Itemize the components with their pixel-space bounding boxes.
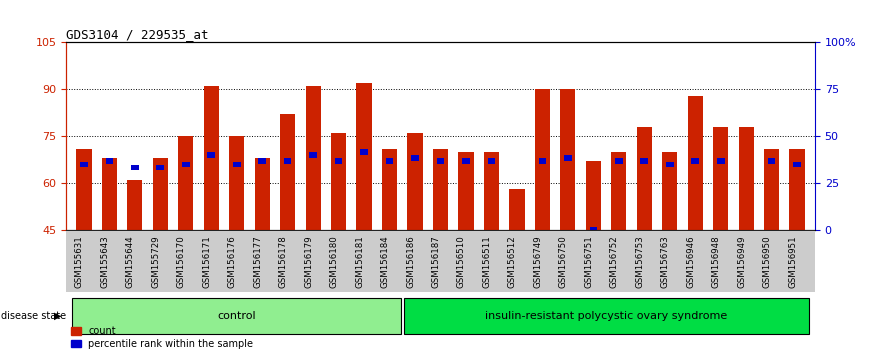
Text: GSM156186: GSM156186 xyxy=(406,235,415,288)
Bar xyxy=(207,152,215,158)
Bar xyxy=(611,152,626,230)
Bar xyxy=(509,189,524,230)
Bar xyxy=(458,152,474,230)
Bar xyxy=(615,159,623,164)
Bar xyxy=(72,298,401,334)
Bar xyxy=(663,152,677,230)
Bar xyxy=(204,86,218,230)
Text: GSM155729: GSM155729 xyxy=(152,235,160,288)
Text: GSM156950: GSM156950 xyxy=(763,235,772,288)
Text: control: control xyxy=(218,311,256,321)
Bar xyxy=(487,159,495,164)
Bar xyxy=(586,161,601,230)
Bar xyxy=(306,86,321,230)
Text: GSM156171: GSM156171 xyxy=(203,235,211,288)
Bar xyxy=(407,133,423,230)
Bar xyxy=(101,158,117,230)
Bar xyxy=(233,162,241,167)
Text: GSM156511: GSM156511 xyxy=(483,235,492,288)
Text: GSM156752: GSM156752 xyxy=(610,235,618,288)
Bar xyxy=(513,265,521,270)
Bar xyxy=(309,152,317,158)
Text: GSM156181: GSM156181 xyxy=(355,235,364,288)
Bar xyxy=(463,159,470,164)
Text: GSM156180: GSM156180 xyxy=(329,235,338,288)
Bar xyxy=(538,159,546,164)
Bar xyxy=(560,89,575,230)
Bar xyxy=(357,83,372,230)
Legend: count, percentile rank within the sample: count, percentile rank within the sample xyxy=(71,326,254,349)
Bar xyxy=(131,165,138,170)
Bar xyxy=(331,133,346,230)
Bar xyxy=(793,162,801,167)
Text: GSM156510: GSM156510 xyxy=(457,235,466,288)
Text: GSM156749: GSM156749 xyxy=(533,235,543,288)
Text: GSM155643: GSM155643 xyxy=(100,235,109,288)
Bar xyxy=(589,227,597,233)
Bar xyxy=(564,155,572,161)
Text: GSM156184: GSM156184 xyxy=(381,235,389,288)
Text: disease state: disease state xyxy=(1,311,66,321)
Text: GSM156763: GSM156763 xyxy=(661,235,670,288)
Text: GSM156512: GSM156512 xyxy=(508,235,517,288)
Text: GSM156170: GSM156170 xyxy=(177,235,186,288)
Text: ▶: ▶ xyxy=(54,311,62,321)
Bar xyxy=(178,136,194,230)
Bar xyxy=(484,152,499,230)
Bar xyxy=(738,127,754,230)
Text: GSM155644: GSM155644 xyxy=(126,235,135,288)
Bar xyxy=(535,89,550,230)
Bar xyxy=(360,149,368,155)
Bar xyxy=(386,159,394,164)
Bar xyxy=(764,149,780,230)
Bar xyxy=(284,159,292,164)
Bar xyxy=(382,149,397,230)
Text: insulin-resistant polycystic ovary syndrome: insulin-resistant polycystic ovary syndr… xyxy=(485,311,727,321)
Text: GSM156951: GSM156951 xyxy=(788,235,797,288)
Bar xyxy=(157,165,164,170)
Text: GSM156176: GSM156176 xyxy=(227,235,237,288)
Bar xyxy=(411,155,418,161)
Text: GSM156753: GSM156753 xyxy=(635,235,644,288)
Bar xyxy=(403,298,809,334)
Text: GSM156948: GSM156948 xyxy=(712,235,721,288)
Text: GSM156946: GSM156946 xyxy=(686,235,695,288)
Text: GDS3104 / 229535_at: GDS3104 / 229535_at xyxy=(66,28,209,41)
Bar xyxy=(255,158,270,230)
Bar xyxy=(182,162,189,167)
Bar xyxy=(717,159,724,164)
Text: GSM155631: GSM155631 xyxy=(75,235,84,288)
Bar xyxy=(713,127,729,230)
Bar xyxy=(106,159,113,164)
Bar xyxy=(789,149,804,230)
Bar xyxy=(637,127,652,230)
Bar xyxy=(80,162,88,167)
Text: GSM156178: GSM156178 xyxy=(278,235,288,288)
Text: GSM156751: GSM156751 xyxy=(584,235,593,288)
Bar xyxy=(640,159,648,164)
Text: GSM156949: GSM156949 xyxy=(737,235,746,287)
Bar xyxy=(433,149,448,230)
Bar xyxy=(77,149,92,230)
Text: GSM156177: GSM156177 xyxy=(253,235,263,288)
Bar xyxy=(335,159,343,164)
Bar xyxy=(229,136,244,230)
Bar xyxy=(692,159,699,164)
Bar xyxy=(437,159,444,164)
Text: GSM156187: GSM156187 xyxy=(432,235,440,288)
Bar xyxy=(127,180,143,230)
Bar xyxy=(280,114,295,230)
Bar xyxy=(152,158,168,230)
Text: GSM156179: GSM156179 xyxy=(304,235,313,288)
Bar xyxy=(687,96,703,230)
Bar xyxy=(743,234,750,239)
Bar xyxy=(666,162,674,167)
Text: GSM156750: GSM156750 xyxy=(559,235,568,288)
Bar xyxy=(768,159,775,164)
Bar xyxy=(258,159,266,164)
